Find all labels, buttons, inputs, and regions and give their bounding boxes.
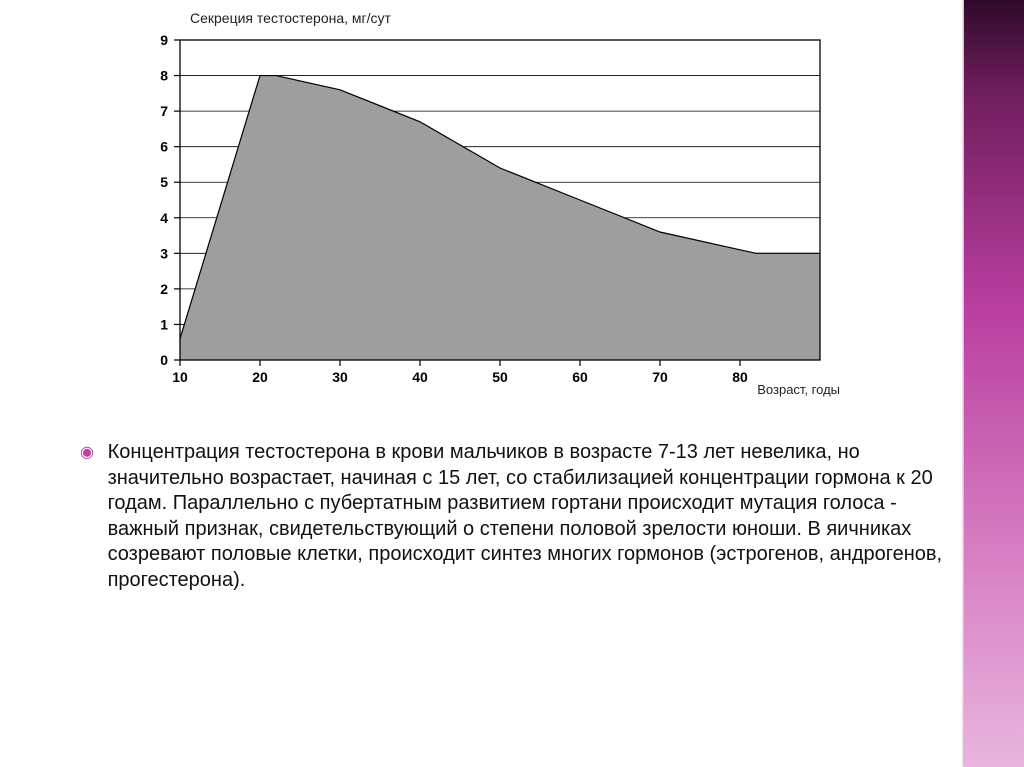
accent-sidebar [964,0,1024,767]
svg-text:6: 6 [160,139,168,155]
svg-text:0: 0 [160,352,168,368]
chart-container: Секреция тестостерона, мг/сут 0 1 2 3 4 5 6 7 8 9… [130,10,850,410]
svg-text:8: 8 [160,68,168,84]
bullet-icon: ◉ [80,440,102,466]
svg-text:5: 5 [160,174,168,190]
svg-text:20: 20 [252,369,268,385]
paragraph-text: Концентрация тестостерона в крови мальчи… [108,440,948,594]
svg-text:30: 30 [332,369,348,385]
svg-text:7: 7 [160,103,168,119]
content-area: Секреция тестостерона, мг/сут 0 1 2 3 4 5 6 7 8 9… [40,0,950,767]
svg-text:3: 3 [160,245,168,261]
svg-text:2: 2 [160,281,168,297]
svg-text:70: 70 [652,369,668,385]
svg-text:80: 80 [732,369,748,385]
svg-text:50: 50 [492,369,508,385]
chart-title: Секреция тестостерона, мг/сут [190,10,391,26]
x-axis-label: Возраст, годы [757,382,840,397]
svg-text:10: 10 [172,369,188,385]
svg-text:60: 60 [572,369,588,385]
svg-text:4: 4 [160,210,168,226]
slide: Секреция тестостерона, мг/сут 0 1 2 3 4 5 6 7 8 9… [0,0,1024,767]
testosterone-area-chart: 0 1 2 3 4 5 6 7 8 9 10 20 30 40 50 60 70 80 [130,10,850,390]
svg-text:40: 40 [412,369,428,385]
paragraph-block: ◉ Концентрация тестостерона в крови маль… [80,440,950,594]
svg-text:9: 9 [160,32,168,48]
svg-text:1: 1 [160,316,168,332]
